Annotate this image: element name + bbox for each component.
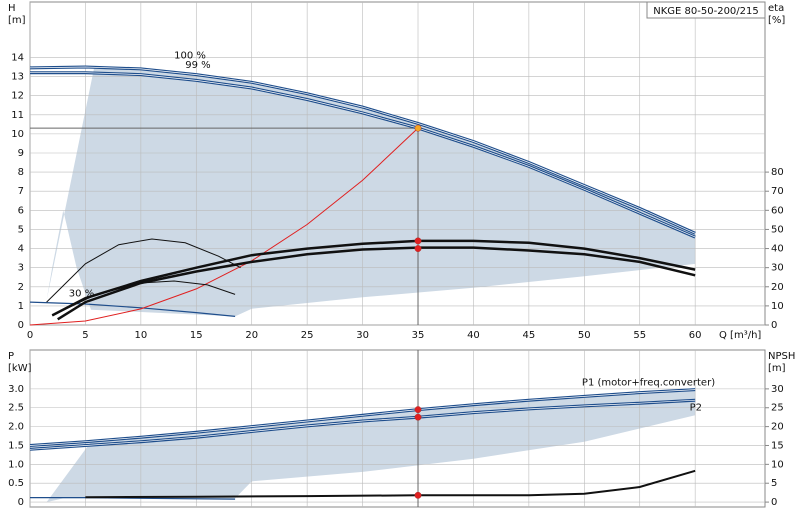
curve-highlight xyxy=(29,389,696,446)
annotation: P2 xyxy=(690,403,702,414)
y2-tick-label: 10 xyxy=(771,301,784,312)
y2-tick-label: 0 xyxy=(771,497,777,508)
y-tick-label: 3 xyxy=(18,263,24,274)
curve xyxy=(51,239,696,317)
curve-highlight xyxy=(29,66,696,234)
y-tick-label: 6 xyxy=(18,205,24,216)
y-tick-label: 12 xyxy=(11,91,24,102)
y-tick-label: 3.0 xyxy=(8,384,24,395)
x-tick-label: 40 xyxy=(467,330,480,341)
operating-point xyxy=(414,406,422,414)
operating-point xyxy=(414,237,422,245)
y-axis-unit: [kW] xyxy=(8,363,32,374)
y-tick-label: 0.5 xyxy=(8,478,24,489)
x-tick-label: 10 xyxy=(134,330,147,341)
y2-tick-label: 25 xyxy=(771,403,784,414)
y2-tick-label: 30 xyxy=(771,384,784,395)
x-tick-label: 35 xyxy=(412,330,425,341)
operating-range xyxy=(46,66,696,317)
y-axis-unit: [m] xyxy=(8,15,26,26)
y-tick-label: 2 xyxy=(18,282,24,293)
y2-tick-label: 80 xyxy=(771,167,784,178)
operating-point xyxy=(414,245,422,253)
x-tick-label: 20 xyxy=(245,330,258,341)
y2-axis-unit: [%] xyxy=(768,15,785,26)
y-tick-label: 5 xyxy=(18,224,24,235)
chart-title: NKGE 80-50-200/215 xyxy=(653,6,759,17)
y-axis-label: H xyxy=(8,3,16,14)
y2-tick-label: 0 xyxy=(771,320,777,331)
y-tick-label: 0 xyxy=(18,320,24,331)
annotation: P1 (motor+freq.converter) xyxy=(582,377,715,388)
y-tick-label: 9 xyxy=(18,148,24,159)
x-tick-label: 30 xyxy=(356,330,369,341)
curve xyxy=(29,301,236,317)
annotation: 100 % xyxy=(174,51,206,62)
y-tick-label: 10 xyxy=(11,129,24,140)
operating-range xyxy=(46,389,696,503)
curve xyxy=(85,469,696,499)
y2-tick-label: 70 xyxy=(771,186,784,197)
y2-tick-label: 30 xyxy=(771,263,784,274)
y-tick-label: 1 xyxy=(18,301,24,312)
x-tick-label: 0 xyxy=(27,330,33,341)
y-tick-label: 4 xyxy=(18,244,24,255)
annotation: 30 % xyxy=(69,288,94,299)
y-tick-label: 13 xyxy=(11,72,24,83)
y2-tick-label: 5 xyxy=(771,478,777,489)
y-tick-label: 1.5 xyxy=(8,440,24,451)
y-tick-label: 7 xyxy=(18,186,24,197)
y-tick-label: 8 xyxy=(18,167,24,178)
curve xyxy=(51,280,236,316)
operating-point xyxy=(414,413,422,421)
operating-point xyxy=(414,124,422,132)
y2-axis-unit: [m] xyxy=(768,363,786,374)
title-box xyxy=(646,1,766,19)
y2-tick-label: 20 xyxy=(771,422,784,433)
x-tick-label: 25 xyxy=(301,330,314,341)
y2-tick-label: 20 xyxy=(771,282,784,293)
y-tick-label: 2.0 xyxy=(8,422,24,433)
y-tick-label: 14 xyxy=(11,52,24,63)
y2-tick-label: 10 xyxy=(771,459,784,470)
x-tick-label: 15 xyxy=(190,330,203,341)
operating-point xyxy=(414,491,422,499)
x-tick-label: 60 xyxy=(689,330,702,341)
y2-tick-label: 60 xyxy=(771,205,784,216)
x-tick-label: 5 xyxy=(82,330,88,341)
y-tick-label: 0 xyxy=(18,497,24,508)
y-tick-label: 11 xyxy=(11,110,24,121)
curve-highlight xyxy=(30,72,696,238)
curve xyxy=(46,238,241,303)
y2-tick-label: 40 xyxy=(771,244,784,255)
y-tick-label: 1.0 xyxy=(8,459,24,470)
y2-axis-label: NPSH xyxy=(768,351,795,362)
x-tick-label: 50 xyxy=(578,330,591,341)
y-tick-label: 2.5 xyxy=(8,403,24,414)
annotation: 99 % xyxy=(185,60,210,71)
x-axis-label: Q [m³/h] xyxy=(719,330,761,341)
y2-axis-label: eta xyxy=(768,3,784,14)
curve-highlight xyxy=(29,399,696,450)
y-axis-label: P xyxy=(8,351,14,362)
x-tick-label: 55 xyxy=(633,330,646,341)
y2-tick-label: 15 xyxy=(771,440,784,451)
y2-tick-label: 50 xyxy=(771,224,784,235)
x-tick-label: 45 xyxy=(523,330,536,341)
curve xyxy=(29,127,419,326)
